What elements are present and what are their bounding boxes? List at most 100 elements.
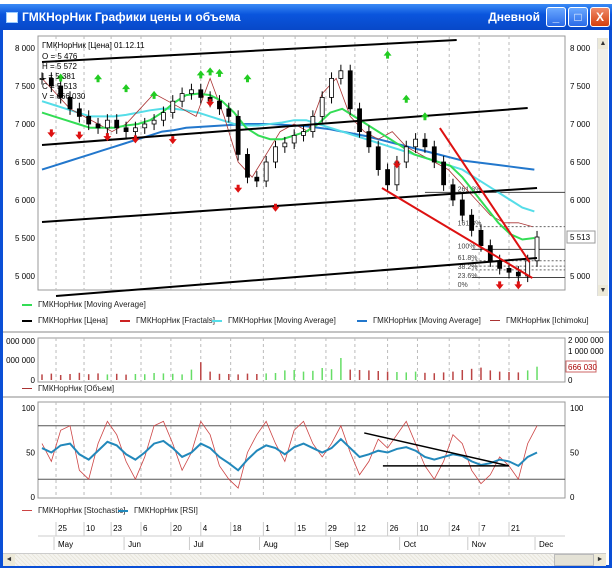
- date-tick-label: 4: [203, 524, 208, 533]
- price-tick-label: 7 500: [15, 82, 36, 91]
- legend-swatch: [120, 319, 130, 322]
- price-candle: [291, 134, 297, 144]
- fractal-up-icon: [383, 50, 392, 59]
- maximize-button[interactable]: □: [568, 7, 588, 27]
- volume-tick-label: 1 000 000: [568, 347, 604, 356]
- scroll-left-button[interactable]: ◄: [3, 553, 15, 566]
- date-tick-label: 10: [419, 524, 428, 533]
- price-candle: [422, 138, 428, 148]
- legend-item[interactable]: ГМКНорНик [Ichimoku]: [490, 316, 589, 325]
- legend-item[interactable]: ГМКНорНик [Moving Average]: [357, 316, 481, 325]
- volume-tick-label: 0: [568, 376, 573, 385]
- price-candle: [67, 97, 73, 110]
- date-tick-label: 29: [328, 524, 337, 533]
- price-tick-label: 7 500: [570, 82, 591, 91]
- scroll-up-button[interactable]: ▲: [598, 38, 608, 49]
- legend-swatch: [22, 303, 32, 306]
- date-tick-label: 26: [390, 524, 399, 533]
- price-candle: [161, 112, 166, 121]
- price-candle: [58, 85, 64, 98]
- month-label: Jun: [128, 540, 141, 549]
- legend-item[interactable]: ГМКНорНик [Цена]: [22, 316, 108, 325]
- horizontal-scrollbar[interactable]: ◄ ►: [3, 553, 606, 566]
- price-tick-label: 6 500: [15, 158, 36, 167]
- price-candle: [450, 184, 456, 201]
- legend-item[interactable]: ГМКНорНик [Объем]: [22, 384, 114, 393]
- fractal-down-icon: [206, 98, 215, 107]
- price-candle: [179, 93, 185, 102]
- fractal-up-icon: [402, 94, 411, 103]
- info-high: H = 5 572: [42, 62, 77, 71]
- price-candle: [459, 199, 465, 216]
- month-label: May: [58, 540, 73, 549]
- price-candle: [506, 267, 512, 273]
- legend-item[interactable]: ГМКНорНик [Fractals]: [120, 316, 215, 325]
- price-tick-label: 5 000: [570, 272, 591, 281]
- date-tick-label: 25: [58, 524, 67, 533]
- scroll-right-button[interactable]: ►: [594, 553, 606, 566]
- info-close: C = 5 513: [42, 82, 77, 91]
- fractal-up-icon: [420, 112, 429, 121]
- info-low: L = 5 381: [42, 72, 76, 81]
- oscillator-tick-label: 0: [31, 493, 36, 502]
- price-candle: [329, 78, 334, 98]
- legend-label: ГМКНорНик [Moving Average]: [373, 316, 481, 325]
- close-button[interactable]: X: [590, 7, 610, 27]
- legend-item[interactable]: ГМКНорНик [Moving Average]: [212, 316, 336, 325]
- trend-line: [41, 107, 528, 146]
- moving-average-line: [41, 92, 535, 241]
- price-candle: [142, 123, 148, 129]
- last-price-tag: [566, 230, 596, 244]
- date-tick-label: 7: [481, 524, 486, 533]
- date-tick-label: 24: [451, 524, 460, 533]
- minimize-button[interactable]: _: [546, 7, 566, 27]
- legend-item[interactable]: ГМКНорНик [Stochastic]: [22, 506, 125, 515]
- legend-swatch: [212, 319, 222, 322]
- volume-tick-label: 2 000 000: [568, 336, 604, 345]
- vertical-scrollbar[interactable]: ▲ ▼: [597, 38, 608, 296]
- date-tick-label: 10: [86, 524, 95, 533]
- fibonacci-label: 61.8%: [458, 255, 478, 262]
- legend-item[interactable]: ГМКНорНик [RSI]: [118, 506, 198, 515]
- timeframe-label[interactable]: Дневной: [488, 10, 540, 24]
- price-candle: [431, 146, 437, 163]
- price-candle: [217, 100, 222, 110]
- last-volume-label: 666 030: [568, 363, 597, 372]
- price-candle: [338, 70, 344, 79]
- price-candle: [95, 123, 101, 129]
- volume-tick-label: 000 000: [6, 337, 35, 346]
- legend-item[interactable]: ГМКНорНик [Moving Average]: [22, 300, 146, 309]
- fractal-up-icon: [122, 84, 131, 93]
- price-candle: [301, 131, 306, 136]
- price-candle: [226, 108, 232, 117]
- oscillator-tick-label: 0: [570, 493, 575, 502]
- fibonacci-label: 23.6%: [458, 273, 478, 280]
- price-candle: [469, 214, 475, 231]
- legend-label: ГМКНорНик [Ichimoku]: [506, 316, 589, 325]
- scroll-down-button[interactable]: ▼: [598, 285, 608, 296]
- fractal-up-icon: [243, 74, 252, 83]
- fractal-down-icon: [495, 281, 504, 290]
- price-candle: [403, 146, 409, 163]
- price-candle: [39, 78, 45, 80]
- price-tick-label: 8 000: [570, 44, 591, 53]
- price-candle: [319, 97, 325, 117]
- fractal-up-icon: [206, 67, 215, 76]
- fractal-down-icon: [392, 160, 401, 169]
- month-label: Nov: [472, 540, 486, 549]
- info-open: O = 5 476: [42, 52, 78, 61]
- price-candle: [273, 146, 278, 163]
- price-tick-label: 5 000: [15, 272, 36, 281]
- price-candle: [76, 108, 82, 117]
- oscillator-panel: [37, 401, 566, 499]
- scroll-thumb[interactable]: [554, 553, 594, 566]
- price-candle: [385, 169, 390, 186]
- title-bar: ГМКНорНик Графики цены и объема Дневной …: [0, 4, 612, 30]
- fractal-up-icon: [196, 70, 205, 79]
- price-candle: [254, 176, 260, 182]
- fractal-down-icon: [75, 131, 84, 140]
- legend-label: ГМКНорНик [RSI]: [134, 506, 198, 515]
- trend-line: [381, 187, 533, 279]
- price-candle: [123, 127, 129, 133]
